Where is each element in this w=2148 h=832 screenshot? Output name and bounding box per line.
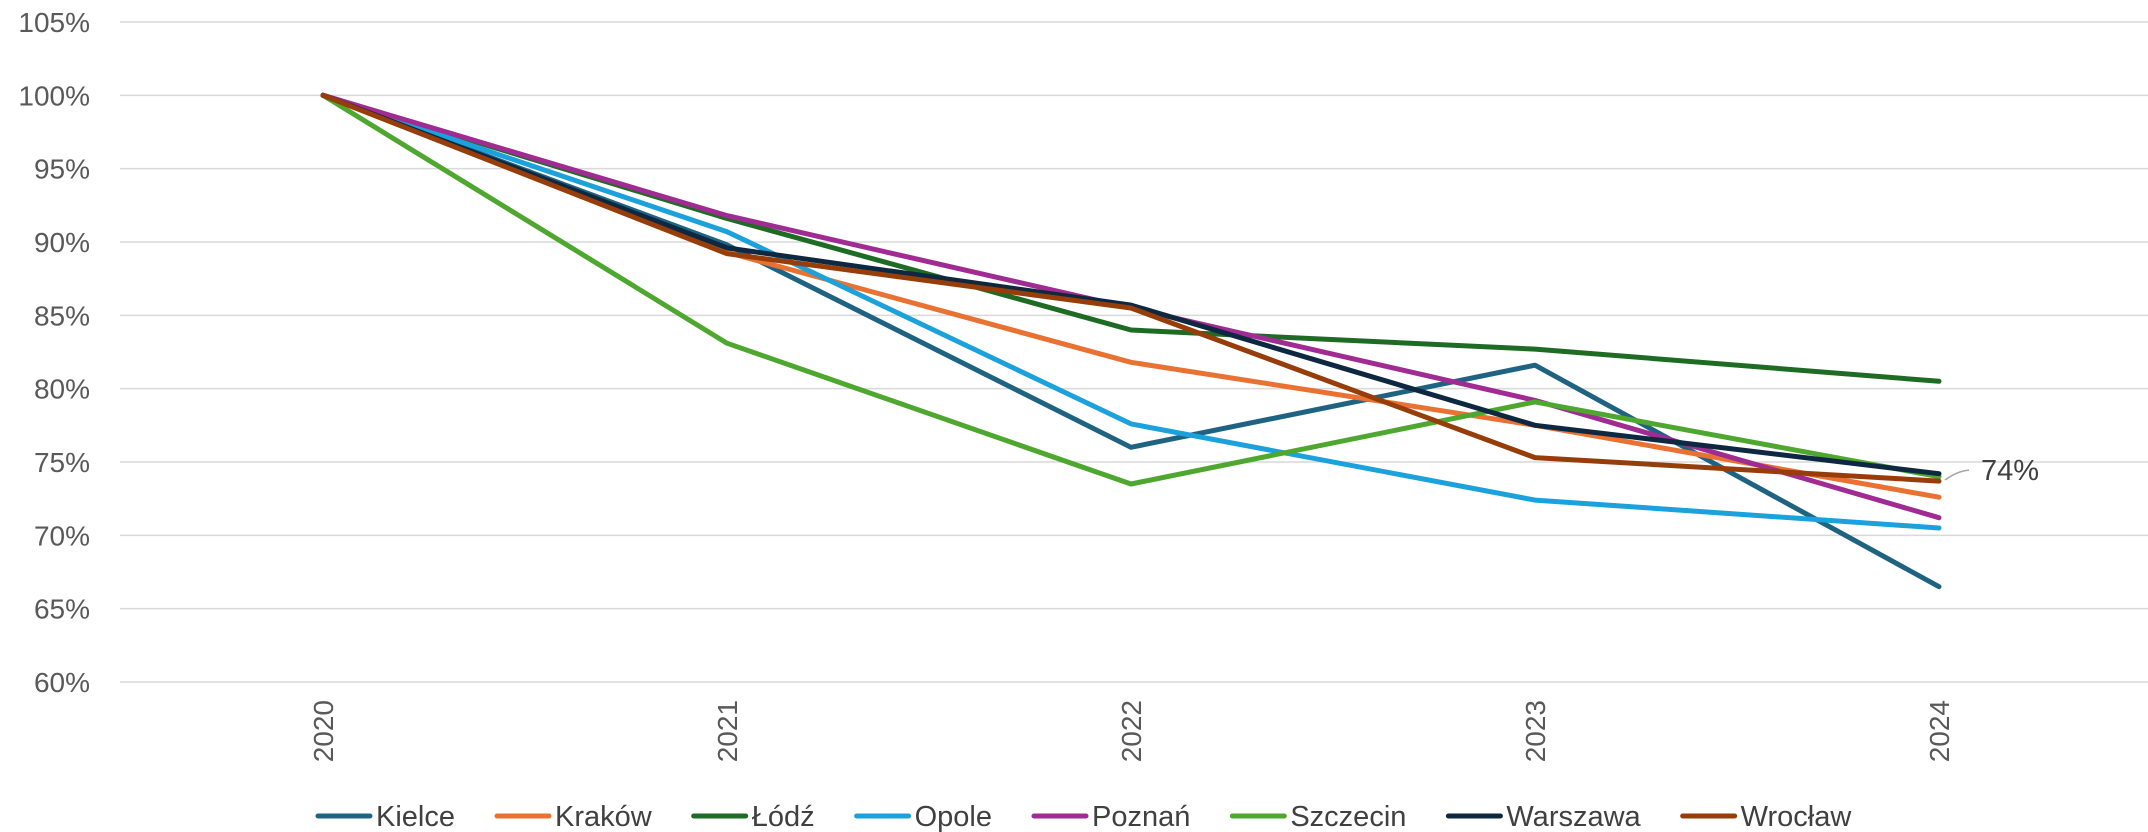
annotations: 74%	[1944, 455, 2039, 487]
series-line-szczecin	[320, 92, 1942, 487]
y-axis-tick-labels: 60% 65% 70% 75% 80% 85% 90% 95% 100% 105%	[18, 7, 90, 698]
x-tick-label: 2021	[712, 700, 743, 762]
x-tick-label: 2022	[1116, 700, 1147, 762]
legend-item-wrocław: Wrocław	[1680, 801, 1853, 832]
y-tick-label: 100%	[18, 80, 90, 111]
x-tick-label: 2024	[1924, 700, 1955, 762]
series-line-opole	[320, 92, 1942, 531]
y-tick-label: 85%	[34, 300, 90, 331]
legend-label: Poznań	[1092, 801, 1190, 832]
series-line-kraków	[320, 92, 1942, 500]
x-tick-label: 2020	[308, 700, 339, 762]
y-tick-label: 90%	[34, 227, 90, 258]
legend-label: Szczecin	[1290, 801, 1406, 832]
annotation-leader-line	[1944, 469, 1970, 481]
gridlines	[120, 21, 2148, 683]
x-tick-label: 2023	[1520, 700, 1551, 762]
legend-label: Łódź	[752, 801, 815, 832]
legend-item-łódź: Łódź	[691, 801, 815, 832]
legend-item-szczecin: Szczecin	[1229, 801, 1406, 832]
legend-label: Opole	[915, 801, 992, 832]
y-tick-label: 65%	[34, 594, 90, 625]
legend-item-opole: Opole	[854, 801, 992, 832]
y-tick-label: 80%	[34, 374, 90, 405]
series-line-wrocław	[320, 92, 1942, 484]
series-line-łódź	[320, 92, 1942, 384]
legend: Kielce Kraków Łódź Opole Poznań Szczecin Warsz…	[315, 801, 1853, 832]
legend-item-poznań: Poznań	[1031, 801, 1190, 832]
y-tick-label: 60%	[34, 667, 90, 698]
legend-label: Wrocław	[1741, 801, 1853, 832]
data-label: 74%	[1981, 455, 2039, 487]
y-tick-label: 75%	[34, 447, 90, 478]
legend-item-kraków: Kraków	[494, 801, 653, 832]
legend-item-warszawa: Warszawa	[1445, 801, 1642, 832]
y-tick-label: 105%	[18, 7, 90, 38]
series-lines	[320, 92, 1942, 590]
legend-item-kielce: Kielce	[315, 801, 455, 832]
legend-label: Kraków	[555, 801, 653, 832]
y-tick-label: 70%	[34, 520, 90, 551]
y-tick-label: 95%	[34, 154, 90, 185]
x-axis-tick-labels: 2020 2021 2022 2023 2024	[308, 700, 1955, 762]
series-line-warszawa	[320, 92, 1942, 477]
legend-label: Warszawa	[1506, 801, 1641, 832]
legend-label: Kielce	[376, 801, 455, 832]
